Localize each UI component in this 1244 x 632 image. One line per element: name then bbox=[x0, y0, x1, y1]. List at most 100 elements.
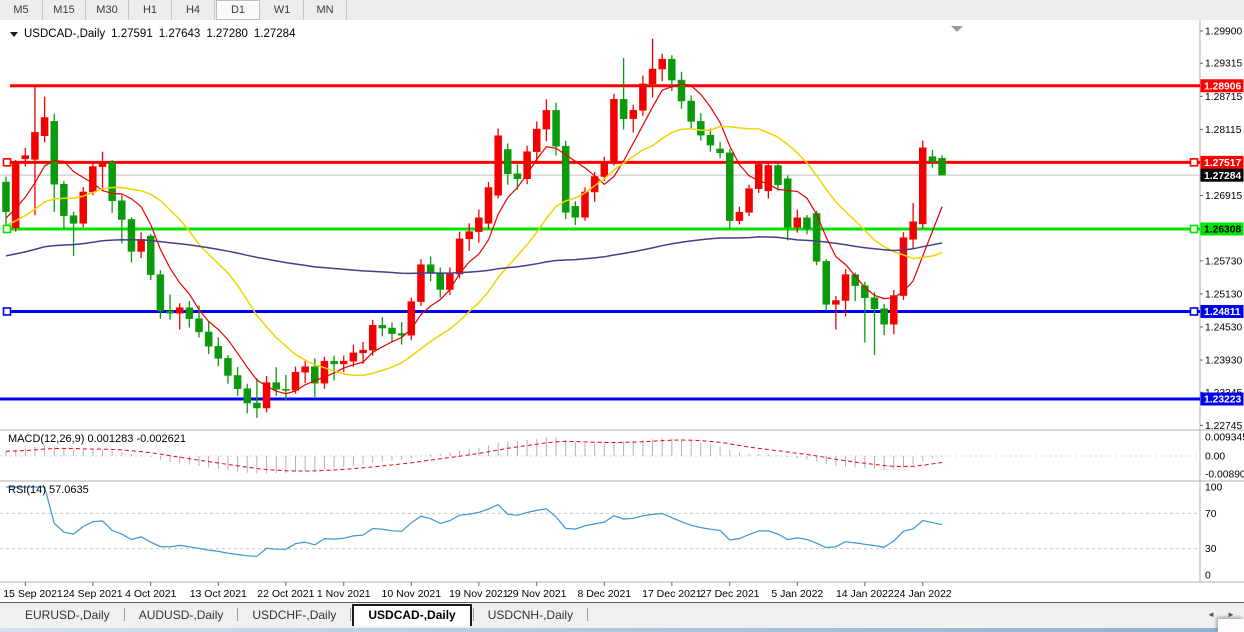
tab-divider bbox=[237, 608, 239, 621]
line-handle-1.24811[interactable] bbox=[1189, 307, 1199, 316]
candle bbox=[880, 303, 888, 336]
chart-dropdown-icon[interactable] bbox=[10, 31, 18, 37]
candle bbox=[388, 322, 396, 342]
price-tag-1.26308-text: 1.26308 bbox=[1204, 225, 1241, 236]
candle bbox=[475, 209, 483, 243]
time-axis[interactable]: 15 Sep 2021 24 Sep 2021 4 Oct 2021 13 Oct 2… bbox=[0, 582, 1200, 602]
candle-body bbox=[899, 237, 908, 296]
current-price-tag-bg bbox=[1200, 168, 1244, 182]
timeframe-button-mn[interactable]: MN bbox=[304, 0, 347, 20]
candle-body bbox=[542, 110, 551, 130]
candle-body bbox=[629, 110, 637, 119]
candle-body bbox=[774, 165, 782, 186]
line-handle-1.27517[interactable] bbox=[1189, 158, 1199, 167]
candle bbox=[552, 102, 560, 156]
candle-body bbox=[610, 99, 618, 163]
scroll-right-icon[interactable]: ► bbox=[1227, 610, 1235, 619]
candle bbox=[147, 233, 155, 281]
candle bbox=[368, 319, 377, 356]
macd-name: MACD(12,26,9) bbox=[8, 433, 85, 445]
candle-body bbox=[494, 135, 502, 196]
candle-body bbox=[147, 235, 155, 275]
candle bbox=[282, 374, 290, 401]
time-label: 5 Jan 2022 bbox=[771, 588, 823, 600]
candle bbox=[301, 361, 309, 384]
line-handle-1.26308[interactable] bbox=[2, 224, 12, 234]
candle bbox=[79, 186, 87, 228]
candle-body bbox=[619, 99, 628, 119]
candle bbox=[349, 344, 358, 367]
price-label: 1.28115 bbox=[1205, 125, 1242, 136]
macd-signal-line bbox=[5, 439, 943, 472]
candle-body bbox=[108, 161, 116, 202]
chart-tab-audusddaily[interactable]: AUDUSD-,Daily bbox=[138, 608, 224, 622]
timeframe-button-h4[interactable]: H4 bbox=[172, 0, 215, 20]
timeframe-button-m30[interactable]: M30 bbox=[86, 0, 129, 20]
resize-corner[interactable] bbox=[1218, 619, 1244, 632]
candle bbox=[21, 147, 30, 167]
candle bbox=[561, 140, 570, 219]
time-label: 8 Dec 2021 bbox=[577, 588, 631, 600]
time-label: 14 Jan 2022 bbox=[836, 588, 894, 600]
candle-body bbox=[552, 110, 560, 147]
candle bbox=[754, 161, 763, 194]
time-label: 29 Nov 2021 bbox=[507, 588, 567, 600]
chart-area[interactable]: 15 Sep 2021 24 Sep 2021 4 Oct 2021 13 Oct 2… bbox=[0, 20, 1244, 602]
candle bbox=[359, 341, 367, 364]
price-axis-hitarea[interactable] bbox=[1200, 20, 1244, 582]
candle-body bbox=[909, 221, 917, 240]
chart-tab-usdcnhdaily[interactable]: USDCNH-,Daily bbox=[487, 608, 574, 622]
rsi-line bbox=[6, 486, 943, 557]
candle-body bbox=[928, 156, 937, 162]
candle-body bbox=[349, 352, 358, 362]
candle bbox=[861, 281, 869, 343]
candle bbox=[253, 378, 261, 418]
candle-body bbox=[639, 83, 647, 111]
candle bbox=[195, 305, 203, 338]
timeframe-button-h1[interactable]: H1 bbox=[129, 0, 172, 20]
candle-body bbox=[11, 162, 20, 229]
candle-body bbox=[648, 68, 657, 85]
candle-body bbox=[832, 300, 840, 305]
line-handle-1.24811[interactable] bbox=[2, 307, 12, 316]
timeframe-button-m15[interactable]: M15 bbox=[43, 0, 86, 20]
candle-body bbox=[677, 79, 686, 102]
line-handle-1.27517[interactable] bbox=[2, 158, 12, 167]
candle-body bbox=[841, 274, 850, 301]
price-label: 1.29315 bbox=[1205, 59, 1242, 70]
rsi-axis-label: 100 bbox=[1205, 483, 1222, 494]
price-tag-1.28906-text: 1.28906 bbox=[1204, 81, 1241, 92]
candle bbox=[417, 259, 425, 307]
time-label: 22 Oct 2021 bbox=[257, 588, 314, 600]
candle-body bbox=[175, 307, 184, 314]
candle-body bbox=[330, 360, 338, 365]
macd-label: MACD(12,26,9) 0.001283 -0.002621 bbox=[8, 433, 186, 445]
candle-body bbox=[118, 200, 126, 220]
timeframe-button-w1[interactable]: W1 bbox=[261, 0, 304, 20]
candle bbox=[832, 296, 840, 330]
candle-body bbox=[40, 117, 49, 136]
chart-tab-usdcaddaily[interactable]: USDCAD-,Daily bbox=[352, 604, 472, 626]
candle-body bbox=[697, 121, 705, 136]
tab-divider bbox=[123, 608, 125, 621]
timeframe-button-m5[interactable]: M5 bbox=[0, 0, 43, 20]
timeframe-button-d1[interactable]: D1 bbox=[216, 0, 260, 20]
time-label: 27 Dec 2021 bbox=[700, 588, 760, 600]
time-label: 24 Sep 2021 bbox=[63, 588, 123, 600]
rsi-axis-label: 70 bbox=[1205, 509, 1217, 520]
candle-body bbox=[687, 100, 695, 122]
candle bbox=[233, 367, 242, 396]
price-axis[interactable]: 1.29900 1.29315 1.28715 1.28115 1.26915 1.257… bbox=[1200, 20, 1244, 582]
candle-body bbox=[79, 191, 87, 224]
candle-body bbox=[262, 382, 271, 409]
candle-body bbox=[291, 371, 300, 391]
chart-tab-bar: EURUSD-,Daily AUDUSD-,Daily USDCHF-,Daily U… bbox=[0, 602, 1244, 632]
scroll-left-icon[interactable]: ◄ bbox=[1207, 610, 1215, 619]
chart-shift-triangle-icon[interactable] bbox=[951, 26, 963, 32]
chart-symbol-label: USDCAD-,Daily bbox=[24, 28, 106, 40]
candle-body bbox=[195, 318, 203, 333]
chart-tab-usdchfdaily[interactable]: USDCHF-,Daily bbox=[252, 608, 337, 622]
candles bbox=[2, 38, 946, 418]
chart-tab-eurusddaily[interactable]: EURUSD-,Daily bbox=[25, 608, 110, 622]
line-handle-1.26308[interactable] bbox=[1189, 224, 1199, 234]
